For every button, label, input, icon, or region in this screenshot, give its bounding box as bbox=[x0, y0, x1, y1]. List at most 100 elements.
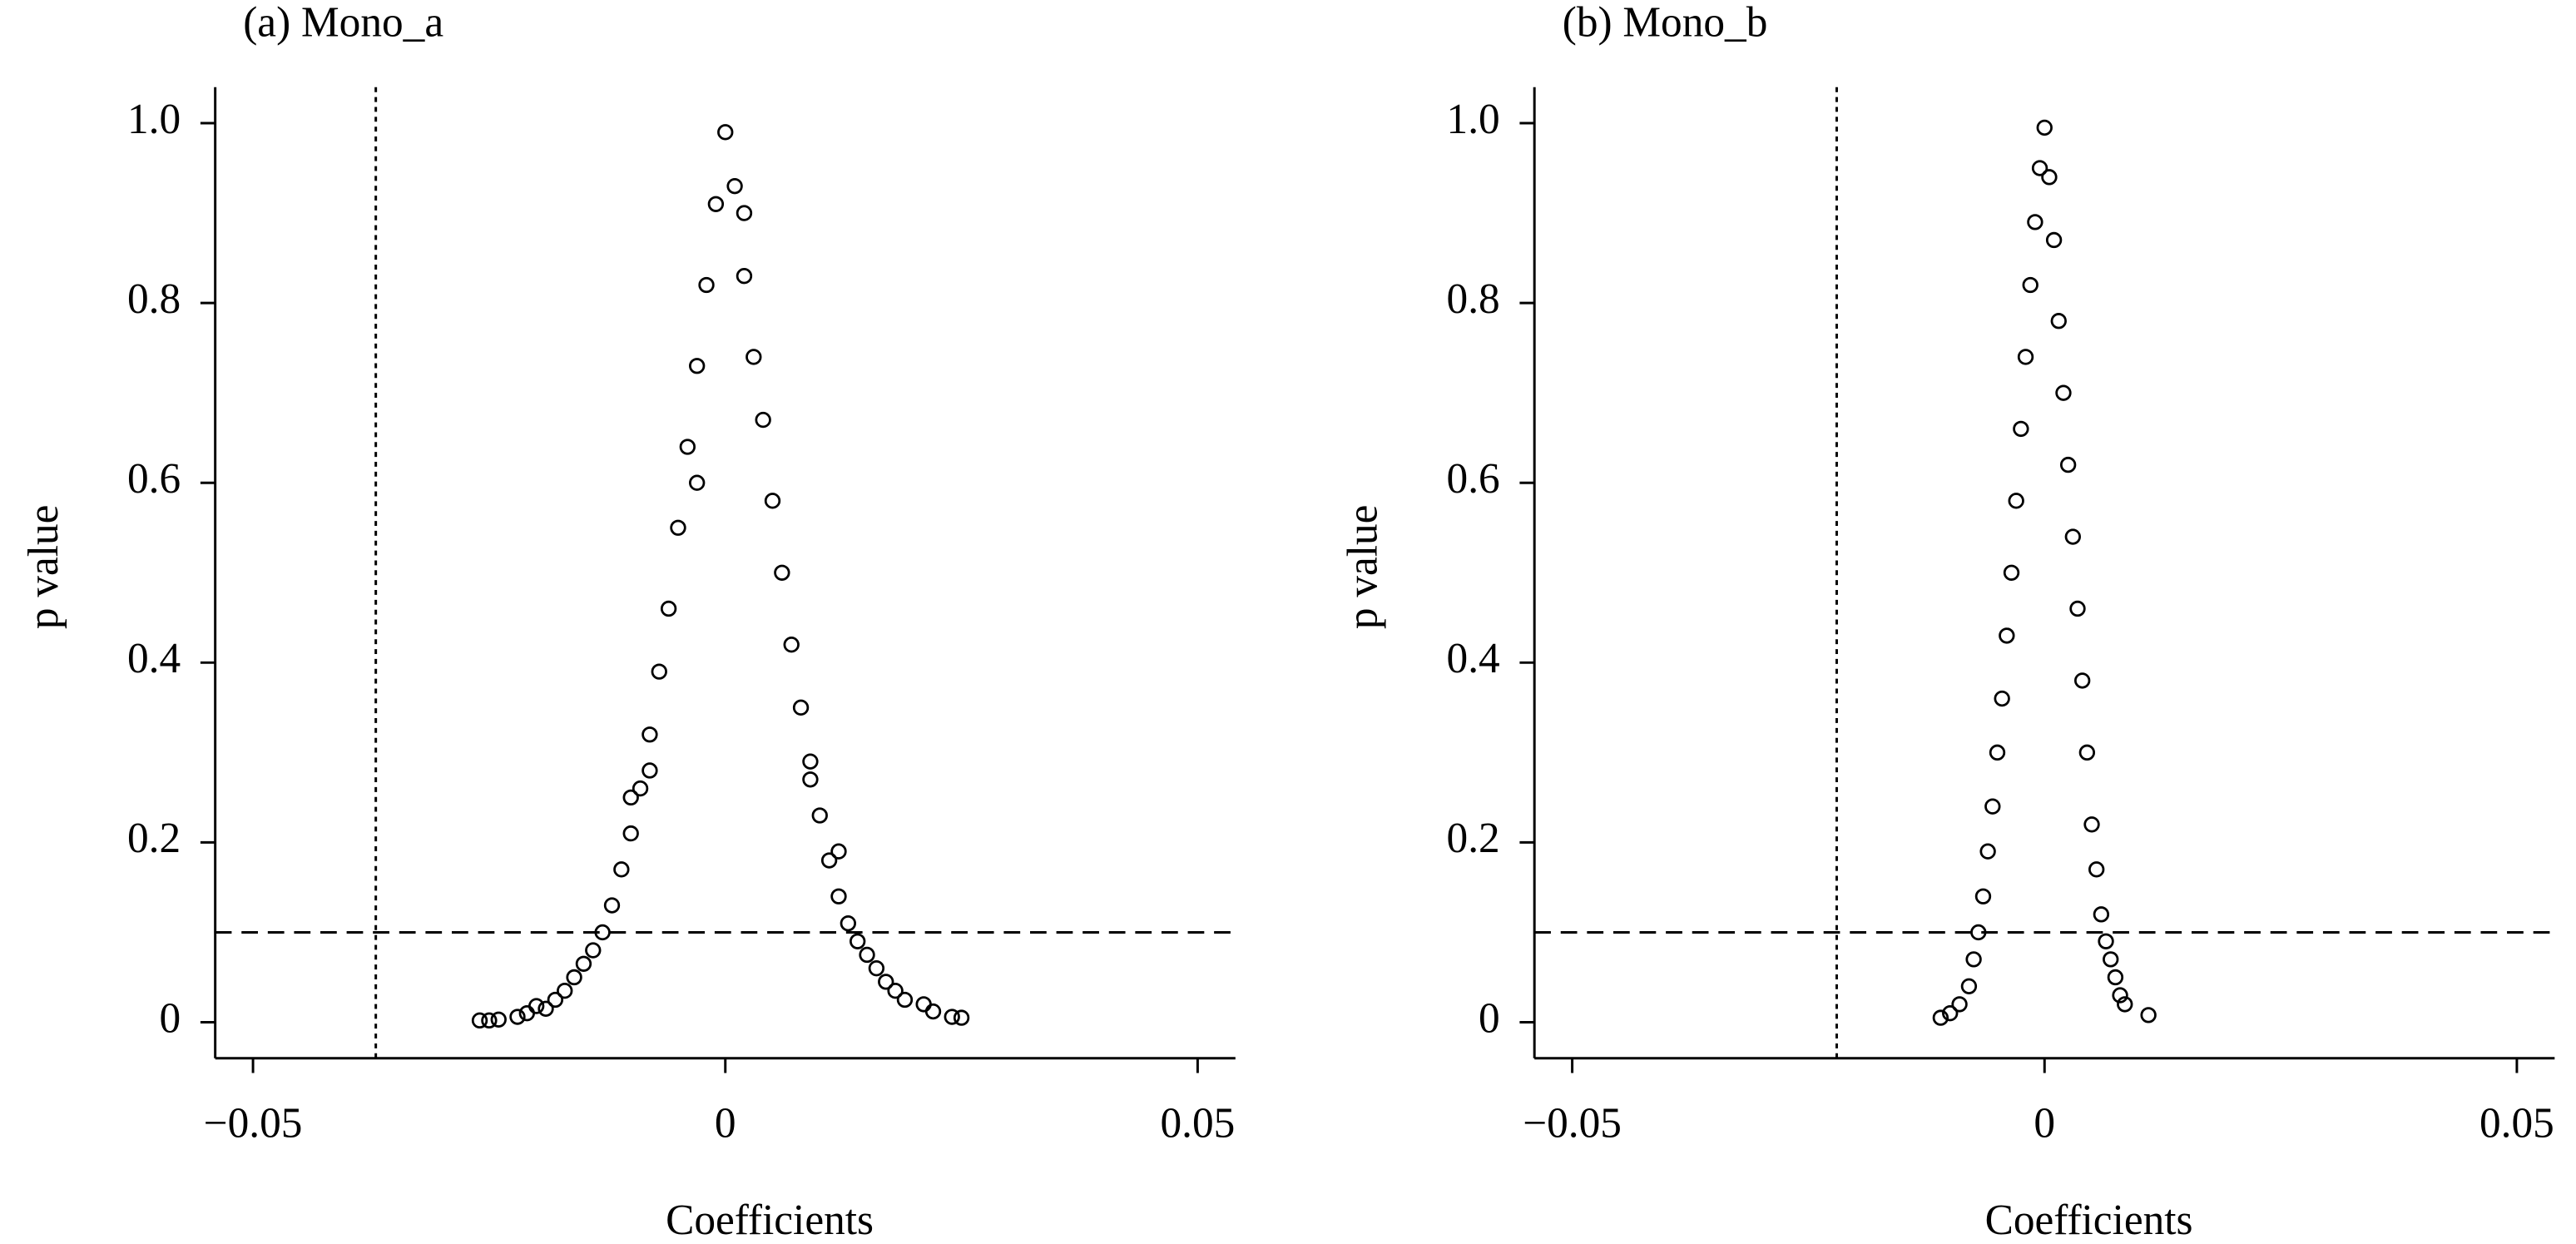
point bbox=[481, 1012, 498, 1029]
point bbox=[2069, 600, 2086, 617]
point bbox=[2008, 493, 2024, 509]
point bbox=[1965, 951, 1982, 968]
point bbox=[896, 991, 914, 1009]
point bbox=[670, 519, 686, 536]
point bbox=[603, 897, 621, 914]
point bbox=[2017, 349, 2034, 365]
point bbox=[2041, 169, 2058, 186]
point bbox=[746, 349, 762, 365]
point bbox=[2059, 456, 2077, 473]
point bbox=[2031, 160, 2048, 176]
point bbox=[944, 1009, 960, 1025]
point bbox=[557, 983, 573, 999]
point bbox=[660, 600, 677, 617]
point bbox=[2036, 119, 2053, 136]
point bbox=[1999, 627, 2015, 644]
point bbox=[2022, 276, 2039, 294]
y-tick-label: 0.4 bbox=[127, 635, 181, 682]
point bbox=[575, 955, 592, 972]
point bbox=[622, 825, 639, 842]
point bbox=[490, 1011, 507, 1028]
point bbox=[859, 946, 875, 964]
chart-title: (b) Mono_b bbox=[1563, 0, 1768, 47]
point bbox=[1970, 924, 1987, 941]
point bbox=[764, 493, 781, 509]
point bbox=[736, 268, 753, 285]
y-tick-label: 0.8 bbox=[127, 275, 181, 323]
x-tick-label: 0.05 bbox=[1160, 1099, 1235, 1147]
point bbox=[953, 1009, 970, 1026]
x-axis-label: Coefficients bbox=[1985, 1197, 2193, 1244]
point bbox=[2050, 313, 2067, 330]
point bbox=[566, 969, 582, 986]
point bbox=[878, 974, 894, 990]
point bbox=[537, 1000, 554, 1017]
point bbox=[689, 358, 706, 374]
y-tick-label: 0.6 bbox=[127, 455, 181, 503]
point bbox=[585, 942, 602, 959]
point bbox=[642, 726, 658, 743]
point bbox=[811, 807, 828, 824]
point bbox=[1989, 744, 2006, 761]
x-tick-label: −0.05 bbox=[1523, 1099, 1622, 1147]
chart-title: (a) Mono_a bbox=[243, 0, 443, 47]
y-tick-label: 0.6 bbox=[1447, 455, 1500, 503]
point bbox=[689, 474, 706, 491]
point bbox=[726, 177, 743, 195]
point bbox=[868, 960, 885, 977]
y-tick-label: 0 bbox=[160, 994, 181, 1042]
point bbox=[830, 843, 847, 860]
point bbox=[632, 780, 649, 797]
point bbox=[2073, 672, 2091, 689]
point bbox=[2088, 861, 2105, 878]
point bbox=[736, 205, 753, 221]
y-tick-label: 1.0 bbox=[1447, 96, 1500, 143]
point bbox=[840, 914, 857, 932]
point bbox=[755, 411, 771, 429]
point bbox=[2117, 996, 2133, 1013]
point bbox=[1942, 1005, 1959, 1022]
point bbox=[547, 991, 564, 1009]
x-axis-label: Coefficients bbox=[666, 1197, 874, 1244]
y-axis-label: p value bbox=[1340, 505, 1387, 630]
point bbox=[2103, 951, 2119, 968]
point bbox=[642, 762, 658, 779]
point bbox=[1951, 996, 1968, 1013]
point bbox=[1994, 690, 2010, 707]
point bbox=[1932, 1009, 1949, 1026]
point bbox=[2078, 744, 2096, 761]
point bbox=[830, 888, 847, 905]
point bbox=[717, 124, 734, 141]
point bbox=[651, 663, 667, 680]
x-tick-label: 0 bbox=[715, 1099, 736, 1147]
point bbox=[2055, 384, 2072, 401]
point bbox=[509, 1009, 526, 1025]
point bbox=[2098, 933, 2114, 949]
y-tick-label: 1.0 bbox=[127, 96, 181, 143]
point bbox=[528, 998, 545, 1014]
point bbox=[2003, 564, 2020, 581]
point bbox=[820, 852, 838, 869]
x-tick-label: 0.05 bbox=[2479, 1099, 2554, 1147]
point bbox=[850, 933, 866, 949]
point bbox=[2093, 906, 2110, 923]
point bbox=[707, 196, 725, 212]
point bbox=[2140, 1007, 2157, 1023]
point bbox=[887, 983, 904, 999]
point bbox=[783, 637, 800, 653]
point bbox=[2112, 987, 2128, 1004]
point bbox=[774, 564, 790, 581]
x-tick-label: 0 bbox=[2034, 1099, 2055, 1147]
point bbox=[613, 861, 630, 878]
x-tick-label: −0.05 bbox=[204, 1099, 303, 1147]
point bbox=[594, 924, 611, 941]
point bbox=[622, 789, 639, 806]
y-tick-label: 0.4 bbox=[1447, 635, 1500, 682]
point bbox=[2045, 231, 2063, 249]
point bbox=[792, 699, 810, 716]
point bbox=[2107, 969, 2124, 986]
point bbox=[2083, 816, 2100, 833]
point bbox=[471, 1012, 488, 1029]
y-tick-label: 0.2 bbox=[127, 815, 181, 862]
y-tick-label: 0.8 bbox=[1447, 275, 1500, 323]
